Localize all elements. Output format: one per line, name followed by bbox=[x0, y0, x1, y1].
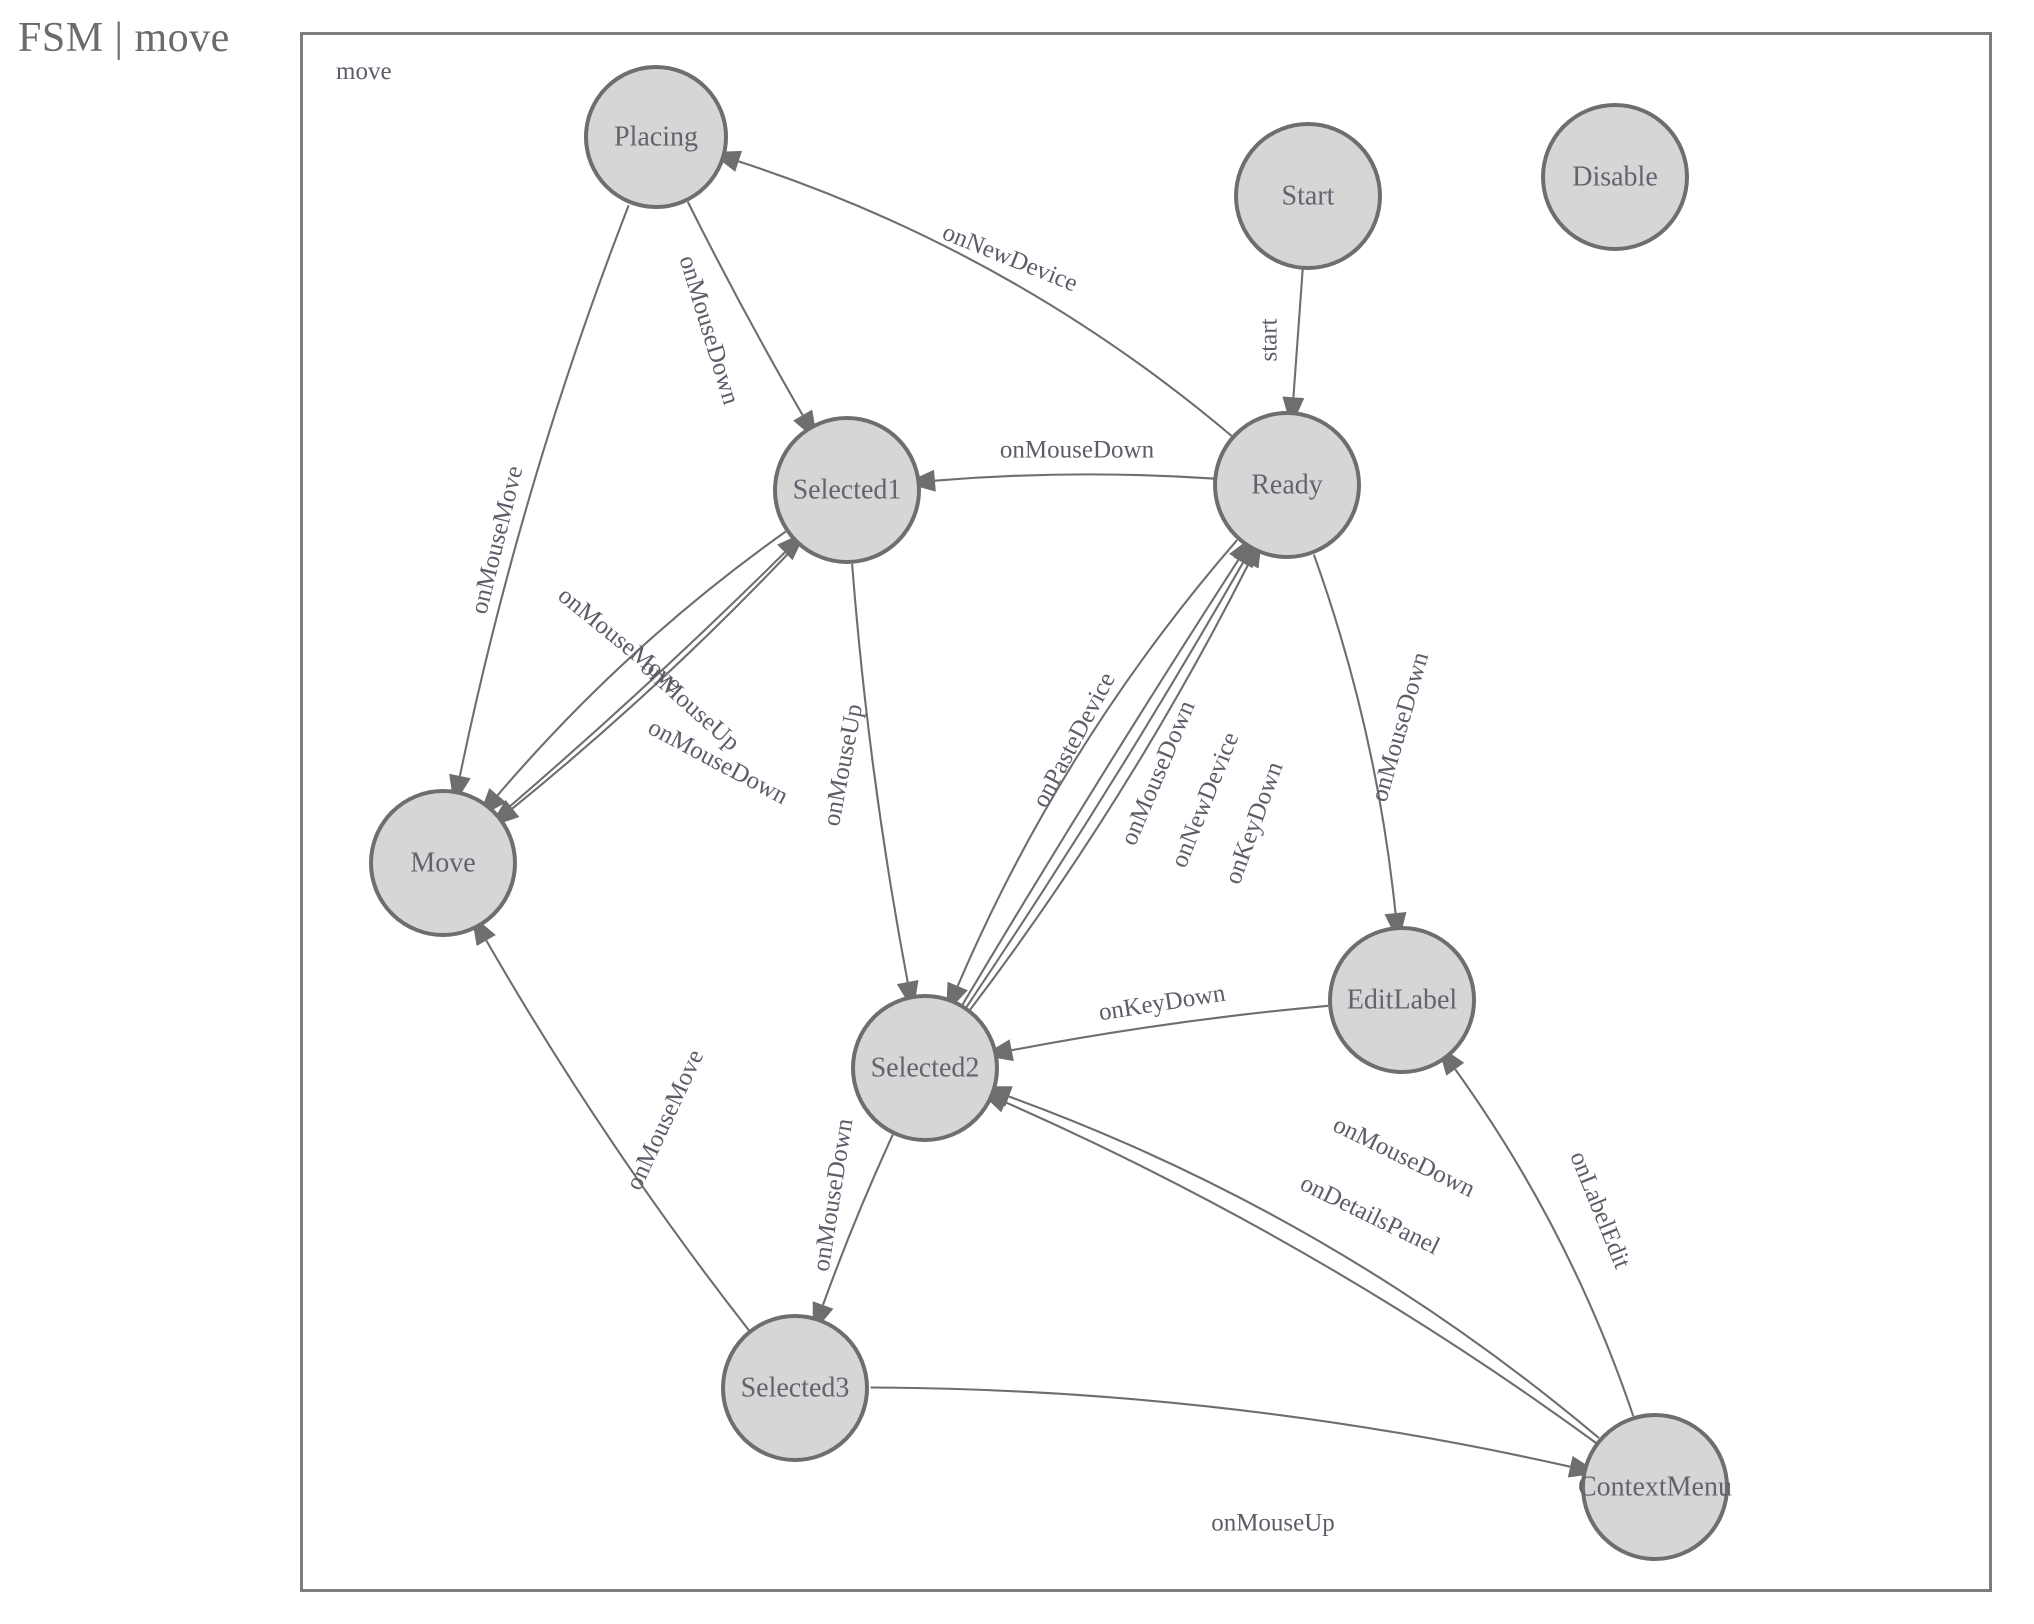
edge-ready-to-placing bbox=[738, 160, 1233, 437]
state-node-ready[interactable]: Ready bbox=[1213, 411, 1361, 559]
edge-label-e2: onNewDevice bbox=[939, 219, 1082, 298]
edge-selected1-to-move bbox=[511, 543, 798, 810]
edge-contextmenu-to-editlabel bbox=[1454, 1068, 1635, 1417]
edges-layer bbox=[449, 150, 1635, 1478]
state-node-placing[interactable]: Placing bbox=[584, 65, 728, 209]
edge-selected1-to-move bbox=[496, 530, 787, 796]
page-title: FSM | move bbox=[18, 15, 230, 61]
edge-ready-to-editlabel bbox=[1312, 554, 1397, 914]
state-node-selected2[interactable]: Selected2 bbox=[851, 994, 999, 1142]
state-circle[interactable] bbox=[851, 994, 999, 1142]
edge-label-e20: onDetailsPanel bbox=[1296, 1170, 1444, 1261]
state-node-selected3[interactable]: Selected3 bbox=[721, 1314, 869, 1462]
edge-ready-to-selected1 bbox=[934, 473, 1214, 482]
state-node-label: Selected2 bbox=[871, 1053, 980, 1084]
state-circle[interactable] bbox=[721, 1314, 869, 1462]
state-circle[interactable] bbox=[1541, 103, 1689, 251]
edge-move-to-selected1 bbox=[498, 551, 786, 817]
edge-selected3-to-move bbox=[485, 939, 750, 1331]
state-node-editlabel[interactable]: EditLabel bbox=[1328, 926, 1476, 1074]
state-node-label: Move bbox=[410, 848, 475, 879]
edge-label-e4: onMouseDown bbox=[674, 252, 745, 408]
edge-label-e14: onMouseDown bbox=[1366, 649, 1435, 805]
state-node-selected1[interactable]: Selected1 bbox=[773, 416, 921, 564]
edge-contextmenu-to-selected2 bbox=[1008, 1095, 1600, 1439]
edge-contextmenu-to-selected2 bbox=[1005, 1101, 1597, 1444]
state-node-label: Disable bbox=[1572, 162, 1658, 193]
edge-editlabel-to-selected2 bbox=[1011, 1004, 1329, 1052]
state-node-contextmenu[interactable]: ContextMenu bbox=[1578, 1413, 1732, 1561]
edge-start-to-ready bbox=[1292, 269, 1304, 398]
state-node-label: EditLabel bbox=[1347, 985, 1458, 1016]
edge-placing-to-move bbox=[458, 204, 630, 777]
edge-selected2-to-ready bbox=[965, 562, 1244, 1008]
edge-label-e16: onMouseDown bbox=[808, 1116, 859, 1273]
state-node-disable[interactable]: Disable bbox=[1541, 103, 1689, 251]
state-node-label: Ready bbox=[1251, 470, 1323, 501]
state-node-label: ContextMenu bbox=[1578, 1472, 1732, 1503]
state-node-label: Start bbox=[1282, 181, 1335, 212]
edge-label-e17: onMouseMove bbox=[621, 1046, 709, 1195]
edge-label-e5: onMouseMove bbox=[466, 463, 529, 616]
edge-ready-to-selected2 bbox=[956, 539, 1238, 987]
edge-label-e21: onLabelEdit bbox=[1564, 1148, 1635, 1273]
edge-label-e18: onMouseUp bbox=[1211, 1510, 1335, 1537]
edge-selected2-to-selected3 bbox=[822, 1134, 894, 1306]
edge-label-e1: start bbox=[1256, 318, 1283, 361]
state-node-label: Selected1 bbox=[793, 475, 902, 506]
state-circle[interactable] bbox=[1581, 1413, 1729, 1561]
edge-label-e19: onMouseDown bbox=[1329, 1111, 1480, 1203]
state-circle[interactable] bbox=[369, 789, 517, 937]
edge-label-e3: onMouseDown bbox=[1000, 437, 1155, 464]
edge-selected2-to-ready bbox=[961, 559, 1240, 1006]
state-circle[interactable] bbox=[1213, 411, 1361, 559]
edge-selected3-to-contextmenu bbox=[870, 1386, 1571, 1468]
edge-label-e9: onMouseUp bbox=[818, 702, 868, 828]
cluster-border bbox=[300, 32, 1992, 1592]
edge-label-e13: onKeyDown bbox=[1219, 758, 1288, 888]
state-node-move[interactable]: Move bbox=[369, 789, 517, 937]
state-circle[interactable] bbox=[1234, 122, 1382, 270]
edge-placing-to-selected1 bbox=[686, 201, 804, 416]
cluster-label: move bbox=[336, 58, 392, 85]
state-circle[interactable] bbox=[773, 416, 921, 564]
state-circle[interactable] bbox=[584, 65, 728, 209]
state-node-label: Selected3 bbox=[741, 1373, 850, 1404]
state-node-label: Placing bbox=[614, 122, 698, 153]
state-circle[interactable] bbox=[1328, 926, 1476, 1074]
edge-selected1-to-selected2 bbox=[851, 563, 909, 983]
state-node-start[interactable]: Start bbox=[1234, 122, 1382, 270]
nodes-layer: Placing Start Disable Selected1 Ready Move Edi… bbox=[369, 65, 1732, 1561]
edge-selected2-to-ready bbox=[969, 563, 1250, 1011]
